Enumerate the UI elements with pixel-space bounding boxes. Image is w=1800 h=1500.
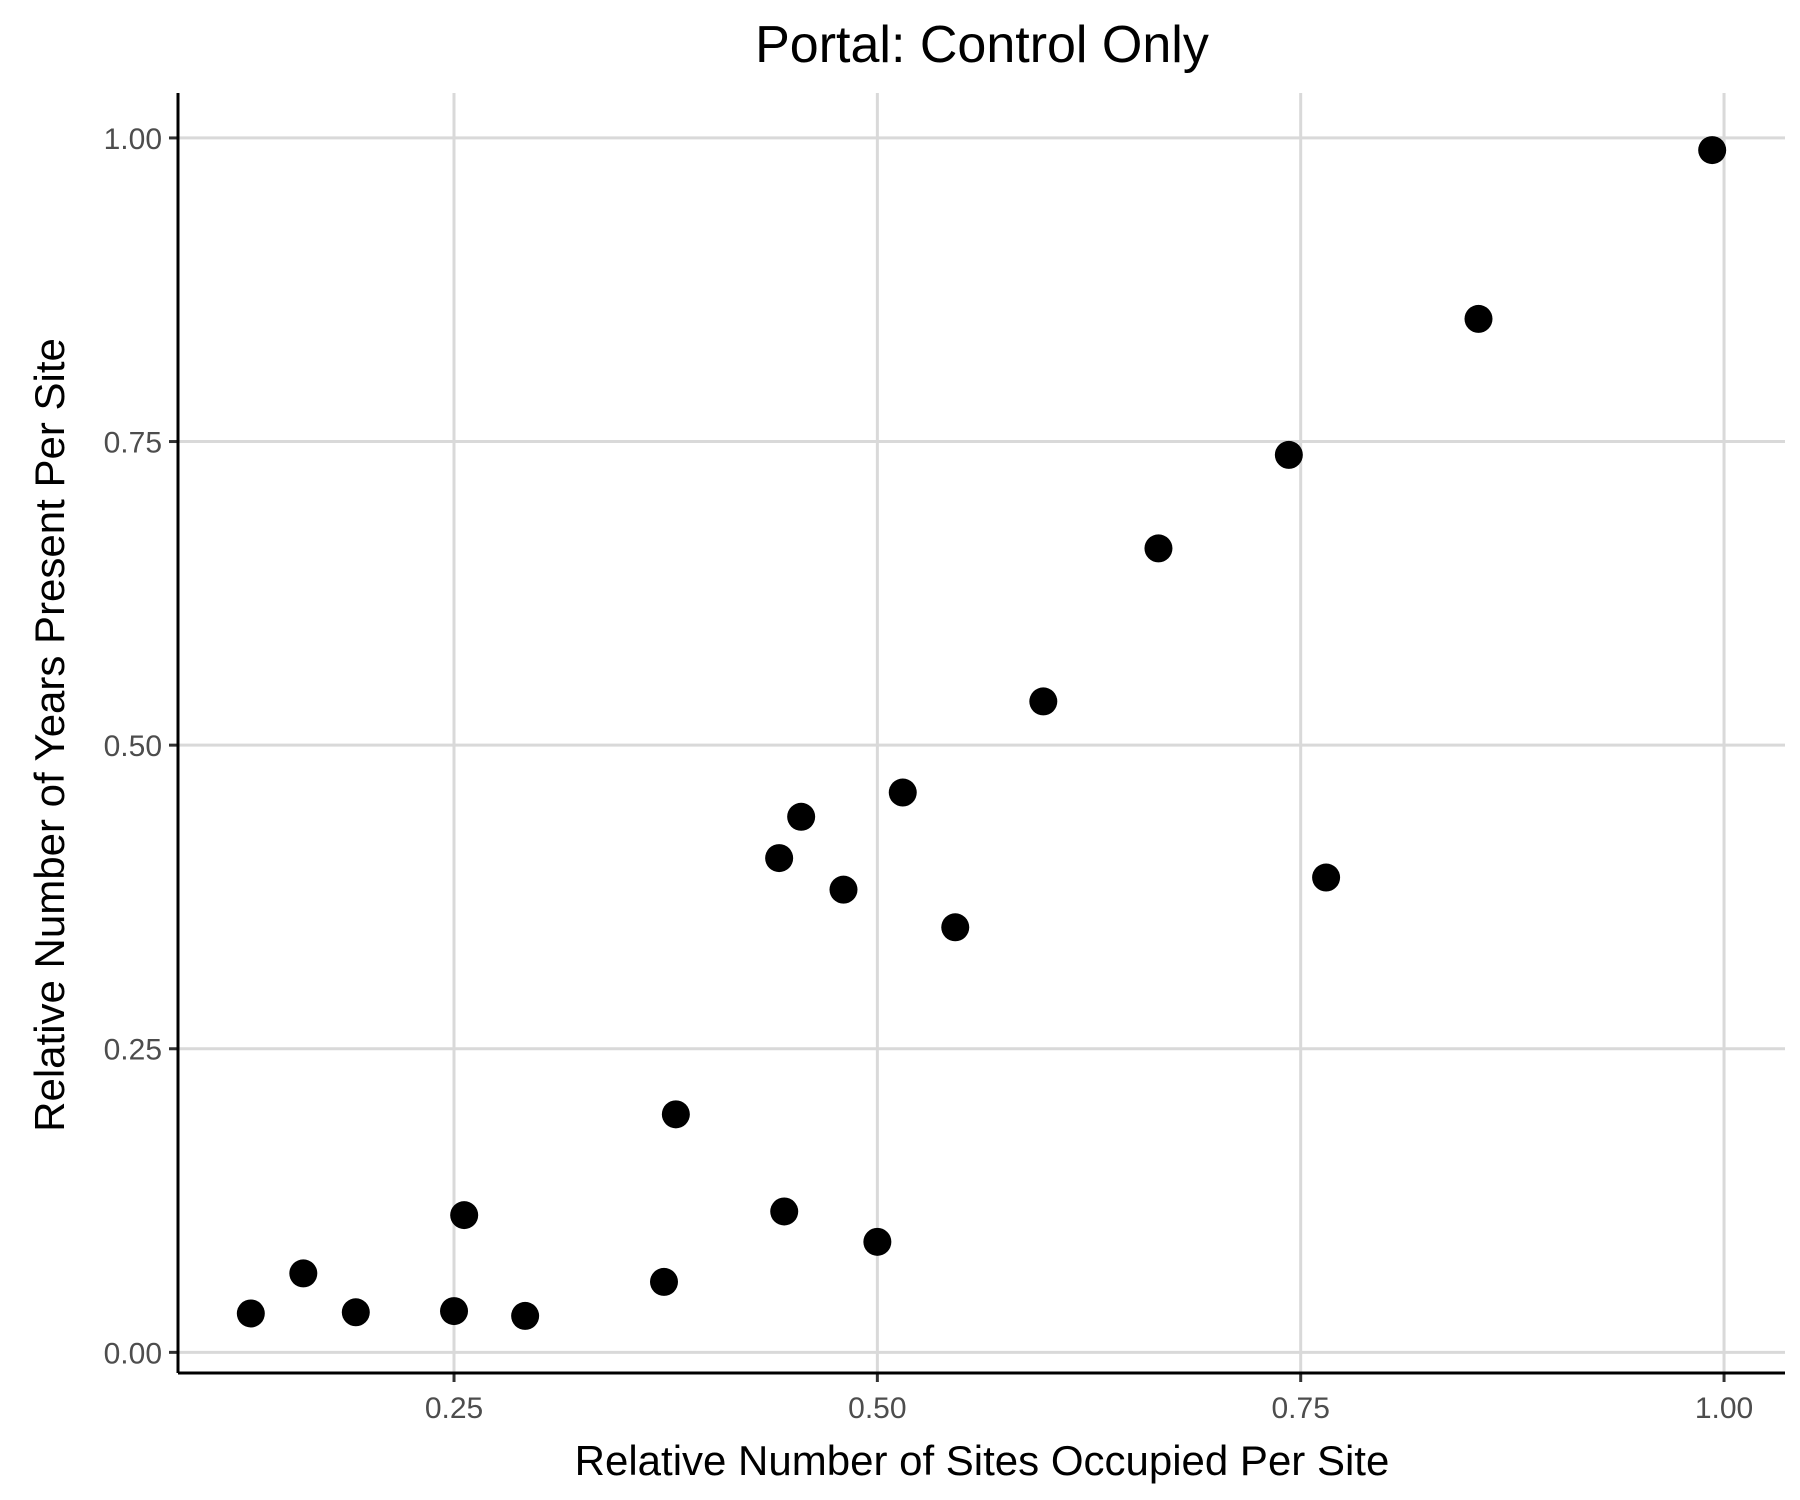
scatter-point <box>289 1259 318 1288</box>
scatter-point <box>1464 304 1493 333</box>
scatter-point <box>765 844 794 873</box>
scatter-point <box>450 1201 479 1230</box>
scatter-point <box>440 1297 469 1326</box>
axes <box>169 93 1785 1382</box>
scatter-point <box>511 1301 540 1330</box>
chart-title: Portal: Control Only <box>755 16 1209 74</box>
x-tick-label: 0.75 <box>1272 1392 1330 1425</box>
scatter-point <box>770 1197 799 1226</box>
y-tick-label: 0.75 <box>104 427 162 460</box>
y-axis-label: Relative Number of Years Present Per Sit… <box>26 338 73 1132</box>
scatter-point <box>1144 534 1173 563</box>
scatter-point <box>941 913 970 942</box>
tick-labels: 0.25 0.50 0.75 1.00 0.00 0.25 0.50 0.75 1.00 <box>104 123 1754 1425</box>
grid-lines <box>178 93 1785 1373</box>
scatter-point <box>829 875 858 904</box>
scatter-point <box>888 778 917 807</box>
y-tick-label: 0.50 <box>104 730 162 763</box>
scatter-point <box>341 1298 370 1327</box>
scatter-point <box>1274 440 1303 469</box>
data-points <box>236 136 1727 1330</box>
y-tick-label: 0.00 <box>104 1337 162 1370</box>
x-tick-label: 0.25 <box>425 1392 483 1425</box>
x-axis-label: Relative Number of Sites Occupied Per Si… <box>575 1437 1390 1484</box>
scatter-point <box>787 802 816 831</box>
scatter-point <box>863 1227 892 1256</box>
y-tick-label: 0.25 <box>104 1034 162 1067</box>
scatter-point <box>1312 863 1341 892</box>
scatter-point <box>649 1267 678 1296</box>
y-tick-label: 1.00 <box>104 123 162 156</box>
scatter-point <box>1698 136 1727 165</box>
x-tick-label: 0.50 <box>848 1392 906 1425</box>
scatter-point <box>236 1299 265 1328</box>
scatter-point <box>1029 687 1058 716</box>
x-tick-label: 1.00 <box>1695 1392 1753 1425</box>
scatter-point <box>661 1100 690 1129</box>
